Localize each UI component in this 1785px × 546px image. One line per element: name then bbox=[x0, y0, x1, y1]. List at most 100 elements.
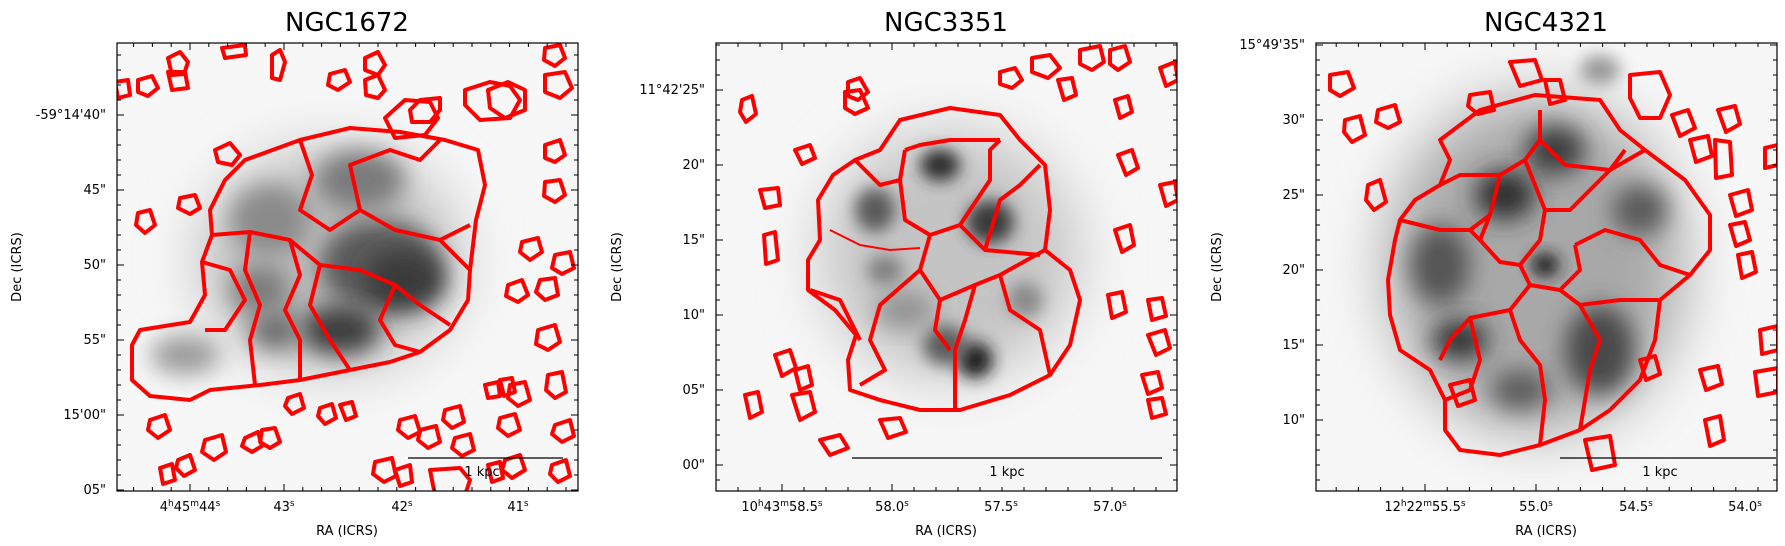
axes-frame bbox=[715, 42, 1178, 492]
contour-inner bbox=[1558, 288, 1660, 307]
x-tick-label: 41s bbox=[507, 499, 529, 515]
contour-blob bbox=[1728, 220, 1752, 248]
contour-large bbox=[1386, 93, 1712, 457]
contour-blob bbox=[383, 98, 440, 140]
y-tick-labels: -59°14'40" 45" 50" 55" 15'00" 05" bbox=[36, 108, 106, 498]
contour-inner bbox=[211, 230, 452, 327]
x-axis-label: RA (ICRS) bbox=[1515, 524, 1577, 539]
contour-blob bbox=[200, 433, 228, 462]
contour-blob bbox=[496, 412, 522, 438]
y-tick-label: 05" bbox=[83, 483, 106, 498]
contour-blob bbox=[416, 424, 442, 450]
contour-blob bbox=[1728, 188, 1754, 218]
image-area: 1 kpc bbox=[716, 43, 1177, 491]
contour-blob bbox=[1158, 180, 1177, 208]
y-tick-label: 11°42'25" bbox=[639, 83, 705, 98]
contour-blob bbox=[1146, 296, 1168, 322]
contour-blob bbox=[518, 236, 544, 262]
x-tick-label: 43s bbox=[273, 499, 295, 515]
contour-blob bbox=[1328, 70, 1356, 98]
contour-thin bbox=[829, 229, 921, 251]
contour-blob bbox=[550, 418, 576, 444]
cloud-contours bbox=[117, 43, 576, 491]
contour-blob bbox=[1713, 138, 1734, 180]
contour-blob bbox=[544, 370, 568, 400]
y-tick-label: 15°49'35" bbox=[1239, 38, 1305, 53]
scalebar-label: 1 kpc bbox=[989, 465, 1024, 480]
contour-blob bbox=[1364, 178, 1388, 212]
y-axis-label: Dec (ICRS) bbox=[10, 232, 25, 302]
contour-blob bbox=[498, 376, 517, 398]
contour-blob bbox=[548, 458, 572, 484]
contour-blob bbox=[793, 143, 817, 166]
contour-blob bbox=[1113, 94, 1134, 120]
y-tick-label: 00" bbox=[682, 458, 705, 473]
contour-blob bbox=[393, 463, 414, 488]
image-area: 1 kpc bbox=[1316, 43, 1777, 491]
contour-blob bbox=[1078, 44, 1106, 72]
contour-blob bbox=[463, 80, 522, 122]
contour-blob bbox=[316, 402, 338, 426]
image-area: 1 kpc bbox=[117, 43, 578, 491]
contour-inner bbox=[898, 179, 1041, 257]
contour-blob bbox=[1108, 44, 1132, 72]
scalebar-label: 1 kpc bbox=[464, 465, 499, 480]
contour-inner bbox=[438, 238, 472, 272]
contour-inner bbox=[1439, 110, 1542, 187]
contour-blob bbox=[1583, 434, 1617, 472]
contour-inner bbox=[348, 138, 442, 211]
contour-blob bbox=[1698, 364, 1724, 392]
contour-blob bbox=[396, 414, 422, 440]
y-tick-label: 05" bbox=[682, 383, 705, 398]
contour-blob bbox=[1158, 60, 1177, 88]
contour-inner bbox=[1523, 159, 1612, 212]
panel-title: NGC4321 bbox=[1484, 8, 1608, 38]
contour-blob bbox=[1670, 108, 1697, 138]
y-axis-label: Dec (ICRS) bbox=[1210, 232, 1225, 302]
axes-frame bbox=[1315, 42, 1778, 492]
contour-blob bbox=[1106, 290, 1128, 320]
x-tick-labels: 4h45m44s 43s 42s 41s bbox=[160, 499, 529, 515]
axis-ticks bbox=[117, 43, 578, 491]
x-tick-label: 55.0s bbox=[1519, 499, 1553, 515]
cloud-contours bbox=[738, 44, 1177, 457]
x-tick-label: 57.5s bbox=[984, 499, 1018, 515]
contour-blob bbox=[1763, 143, 1777, 170]
scalebar: 1 kpc bbox=[1560, 457, 1776, 480]
contour-inner bbox=[858, 268, 922, 387]
contour-blob bbox=[450, 432, 476, 458]
y-tick-label: 20" bbox=[682, 158, 705, 173]
contour-inner bbox=[918, 234, 1046, 302]
contour-blob bbox=[134, 208, 157, 235]
contour-blob bbox=[1146, 328, 1172, 357]
contour-blob bbox=[1688, 134, 1714, 164]
contour-blob bbox=[1508, 58, 1544, 88]
contour-blob bbox=[1140, 370, 1164, 396]
contour-blob bbox=[258, 426, 282, 450]
contour-inner bbox=[308, 264, 352, 372]
y-tick-label: -59°14'40" bbox=[36, 108, 106, 123]
contour-blob bbox=[486, 460, 505, 484]
contour-blob bbox=[213, 141, 242, 167]
galaxy-emission bbox=[150, 150, 460, 375]
contour-blob bbox=[1342, 114, 1367, 144]
x-tick-label: 42s bbox=[391, 499, 413, 515]
axes-frame bbox=[116, 42, 579, 492]
y-tick-labels: 11°42'25" 20" 15" 10" 05" 00" bbox=[639, 83, 705, 473]
contour-blob bbox=[1703, 414, 1726, 448]
contour-blob bbox=[371, 456, 398, 484]
contour-blob bbox=[363, 73, 387, 100]
x-tick-label: 12h22m55.5s bbox=[1384, 499, 1466, 515]
contour-inner bbox=[983, 163, 1042, 251]
contour-blob bbox=[1543, 78, 1567, 106]
contour-inner bbox=[1444, 317, 1482, 402]
contour-blob bbox=[338, 400, 358, 422]
y-tick-label: 15'00" bbox=[63, 408, 106, 423]
panel-title: NGC1672 bbox=[285, 8, 409, 38]
contour-inner bbox=[998, 274, 1052, 376]
contour-blob bbox=[1753, 366, 1777, 398]
contour-blob bbox=[146, 413, 172, 440]
contour-inner bbox=[283, 239, 302, 380]
contour-blob bbox=[326, 68, 352, 92]
